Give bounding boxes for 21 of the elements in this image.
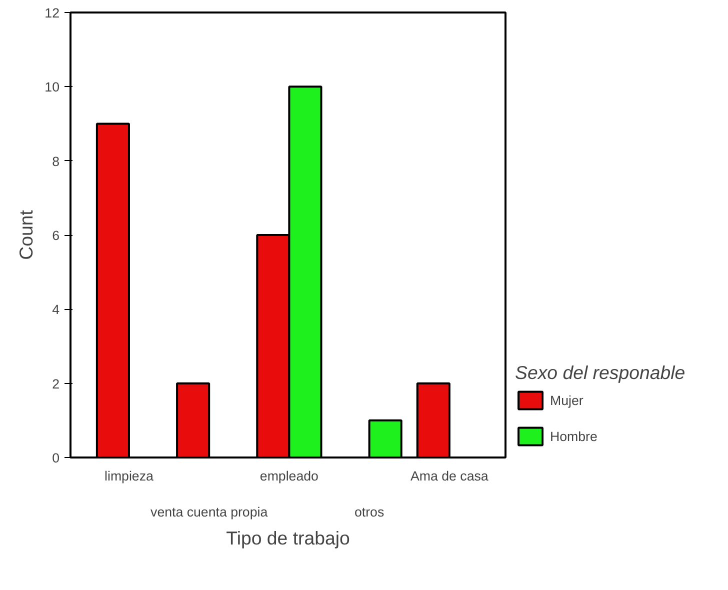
x-tick-label: empleado xyxy=(260,468,318,484)
bar xyxy=(368,419,402,458)
y-tick-label: 10 xyxy=(44,80,60,95)
y-tick-label: 12 xyxy=(44,6,60,20)
y-tick-label: 6 xyxy=(52,228,60,243)
bar xyxy=(416,382,450,458)
x-tick-label: Ama de casa xyxy=(410,468,489,484)
legend-label: Hombre xyxy=(550,428,598,444)
y-tick-label: 4 xyxy=(52,302,60,318)
legend-title: Sexo del responable xyxy=(515,362,686,384)
bar xyxy=(176,382,210,458)
x-tick-label: venta cuenta propia xyxy=(150,504,268,520)
x-tick-label: limpieza xyxy=(104,468,154,484)
x-tick-label: otros xyxy=(354,504,384,520)
y-tick-label: 8 xyxy=(52,154,60,169)
bar xyxy=(96,122,130,458)
x-axis-title: Tipo de trabajo xyxy=(226,528,350,548)
legend-label: Mujer xyxy=(550,392,584,408)
y-tick-label: 0 xyxy=(52,450,60,466)
y-tick-label: 2 xyxy=(52,376,60,392)
y-axis-title: Count xyxy=(16,209,37,260)
